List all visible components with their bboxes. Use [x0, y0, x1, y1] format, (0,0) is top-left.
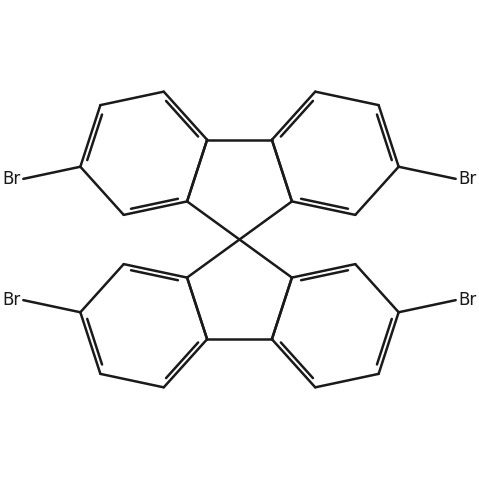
Text: Br: Br — [458, 170, 477, 188]
Text: Br: Br — [2, 291, 21, 309]
Text: Br: Br — [2, 170, 21, 188]
Text: Br: Br — [458, 291, 477, 309]
